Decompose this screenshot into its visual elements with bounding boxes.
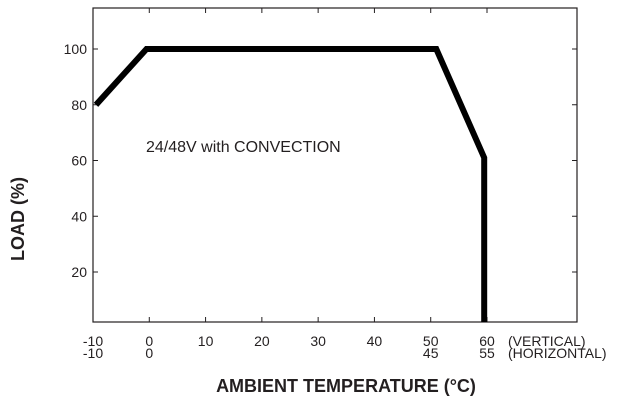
axis-ticks — [92, 8, 577, 322]
x-tick-label: 55 — [479, 345, 495, 361]
plot-frame — [92, 7, 578, 323]
y-axis-title: LOAD (%) — [8, 177, 28, 261]
y-tick-label: 80 — [71, 97, 87, 113]
x-tick-label: 0 — [145, 333, 153, 349]
derating-curve — [93, 46, 488, 322]
x-row-suffix: (VERTICAL) — [508, 333, 586, 349]
curve-annotation: 24/48V with CONVECTION — [146, 139, 341, 156]
x-axis-title: AMBIENT TEMPERATURE (°C) — [216, 376, 476, 396]
x-tick-label: -10 — [83, 345, 103, 361]
x-tick-label: 50 — [423, 333, 439, 349]
y-tick-label: 60 — [71, 153, 87, 169]
x-tick-label: 10 — [198, 333, 214, 349]
tick-labels: 20 40 60 80 100 -10 0 10 20 30 40 50 60 (VERTICAL) -10… — [64, 41, 607, 361]
x-tick-label: 45 — [423, 345, 439, 361]
y-tick-label: 40 — [71, 208, 87, 224]
x-tick-label: 30 — [310, 333, 326, 349]
x-row-suffix: (HORIZONTAL) — [508, 345, 607, 361]
x-tick-label: 20 — [254, 333, 270, 349]
y-tick-label: 20 — [71, 264, 87, 280]
x-tick-label: 0 — [145, 345, 153, 361]
x-tick-label: -10 — [83, 333, 103, 349]
y-tick-label: 100 — [64, 41, 88, 57]
x-tick-label: 40 — [367, 333, 383, 349]
x-tick-label: 60 — [479, 333, 495, 349]
